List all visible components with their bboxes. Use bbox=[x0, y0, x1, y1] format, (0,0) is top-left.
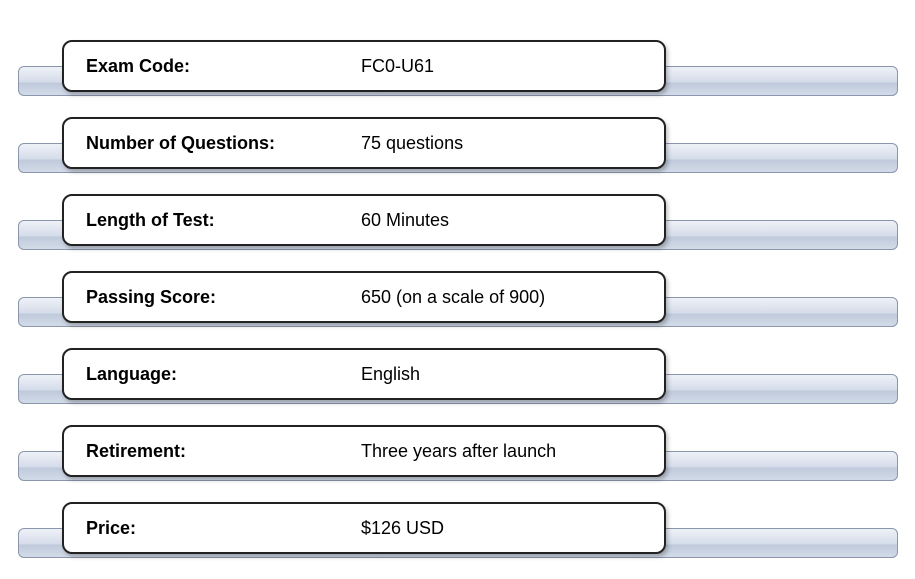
info-value: 75 questions bbox=[361, 133, 463, 154]
info-row: Language: English bbox=[18, 348, 898, 403]
info-value: 650 (on a scale of 900) bbox=[361, 287, 545, 308]
info-label: Retirement: bbox=[86, 441, 361, 462]
info-row: Price: $126 USD bbox=[18, 502, 898, 557]
info-label: Length of Test: bbox=[86, 210, 361, 231]
info-card: Exam Code: FC0-U61 bbox=[62, 40, 666, 92]
info-label: Number of Questions: bbox=[86, 133, 361, 154]
info-label: Passing Score: bbox=[86, 287, 361, 308]
info-card: Length of Test: 60 Minutes bbox=[62, 194, 666, 246]
info-row: Number of Questions: 75 questions bbox=[18, 117, 898, 172]
info-card: Number of Questions: 75 questions bbox=[62, 117, 666, 169]
info-label: Price: bbox=[86, 518, 361, 539]
info-row: Exam Code: FC0-U61 bbox=[18, 40, 898, 95]
info-card: Language: English bbox=[62, 348, 666, 400]
info-row: Retirement: Three years after launch bbox=[18, 425, 898, 480]
exam-info-list: Exam Code: FC0-U61 Number of Questions: … bbox=[18, 40, 898, 579]
info-value: FC0-U61 bbox=[361, 56, 434, 77]
info-row: Length of Test: 60 Minutes bbox=[18, 194, 898, 249]
info-card: Price: $126 USD bbox=[62, 502, 666, 554]
info-label: Exam Code: bbox=[86, 56, 361, 77]
info-row: Passing Score: 650 (on a scale of 900) bbox=[18, 271, 898, 326]
info-value: 60 Minutes bbox=[361, 210, 449, 231]
info-card: Retirement: Three years after launch bbox=[62, 425, 666, 477]
info-value: English bbox=[361, 364, 420, 385]
info-value: $126 USD bbox=[361, 518, 444, 539]
info-card: Passing Score: 650 (on a scale of 900) bbox=[62, 271, 666, 323]
info-value: Three years after launch bbox=[361, 441, 556, 462]
info-label: Language: bbox=[86, 364, 361, 385]
